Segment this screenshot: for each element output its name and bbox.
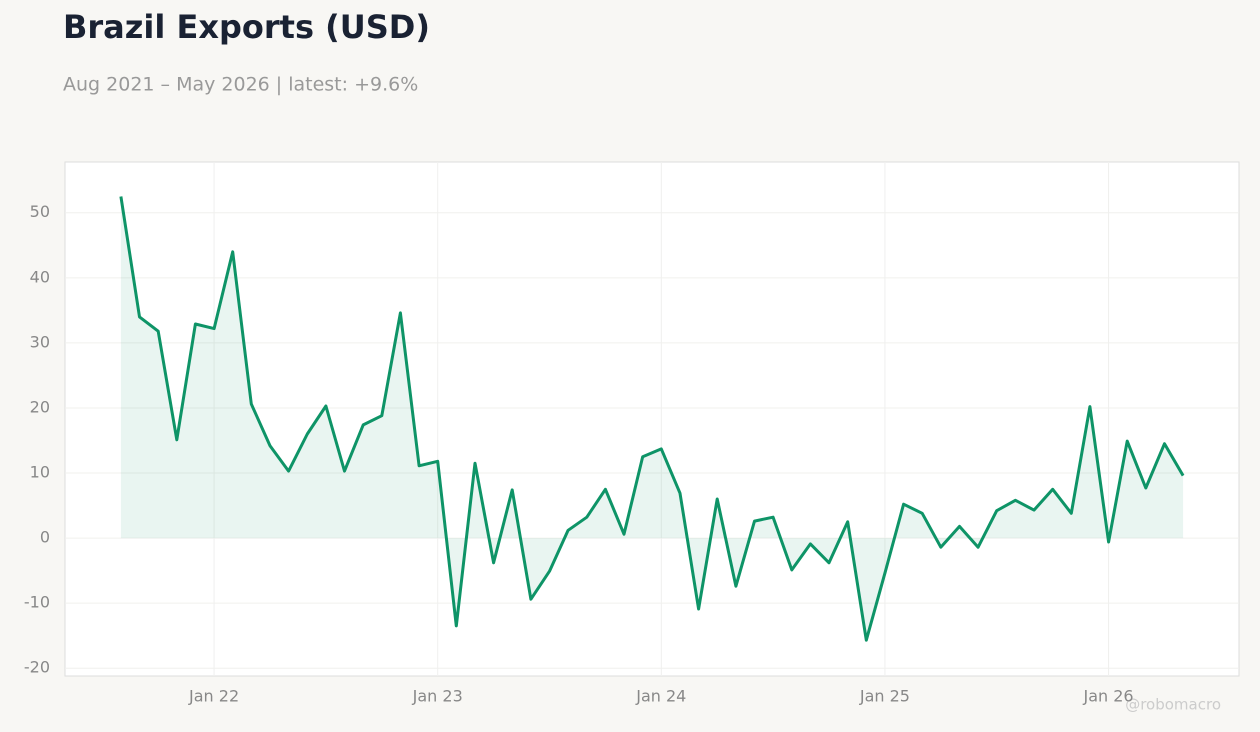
y-tick-label: -10 <box>24 593 50 612</box>
y-tick-label: 40 <box>30 267 50 286</box>
x-tick-label: Jan 25 <box>859 687 910 706</box>
x-tick-label: Jan 24 <box>635 687 686 706</box>
y-tick-label: 10 <box>30 463 50 482</box>
area <box>120 196 1184 641</box>
line <box>119 196 1185 642</box>
x-tick-label: Jan 26 <box>1083 687 1134 706</box>
y-tick-label: 20 <box>30 397 50 416</box>
chart-subtitle: Aug 2021 – May 2026 | latest: +9.6% <box>63 74 418 96</box>
watermark: @robomacro <box>1125 696 1221 714</box>
plot-area <box>64 161 1240 677</box>
x-tick-label: Jan 22 <box>188 687 239 706</box>
y-tick-label: 30 <box>30 332 50 351</box>
y-tick-label: 0 <box>40 528 50 547</box>
chart-title: Brazil Exports (USD) <box>63 8 430 46</box>
y-tick-label: -20 <box>24 658 50 677</box>
x-tick-label: Jan 23 <box>412 687 463 706</box>
y-tick-label: 50 <box>30 202 50 221</box>
